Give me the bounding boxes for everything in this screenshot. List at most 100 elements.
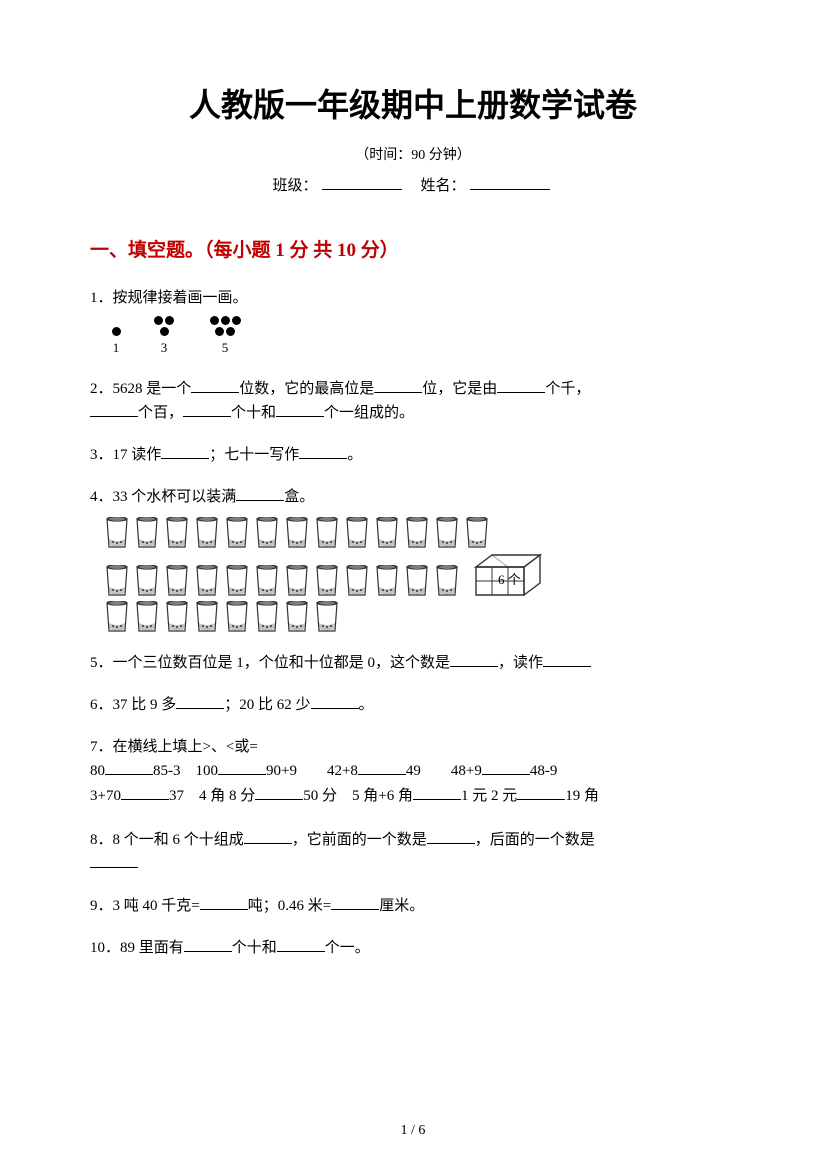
q2-t7: 个一组成的。 xyxy=(324,405,414,421)
q8-blank1[interactable] xyxy=(244,829,292,844)
q7r2-d: 1 元 2 元 xyxy=(461,788,517,804)
dot-group-1: 1 xyxy=(110,327,122,359)
q9-blank2[interactable] xyxy=(331,895,379,910)
cup-icon xyxy=(404,517,430,549)
q2-blank2[interactable] xyxy=(374,378,422,393)
q8-blank3[interactable] xyxy=(90,853,138,868)
cup-icon xyxy=(254,601,280,633)
dot-label-5: 5 xyxy=(206,338,244,359)
cup-icon xyxy=(314,565,340,597)
name-label: 姓名： xyxy=(421,178,466,194)
dot-label-1: 1 xyxy=(110,338,122,359)
q5-blank2[interactable] xyxy=(543,652,591,667)
q10-blank2[interactable] xyxy=(277,937,325,952)
dot-group-3: 3 xyxy=(150,316,178,359)
q4-t1: 33 个水杯可以装满 xyxy=(113,489,237,505)
question-7: 7．在横线上填上>、<或= 8085-3 10090+9 42+849 48+9… xyxy=(90,735,736,810)
q7r1-b2[interactable] xyxy=(218,760,266,775)
name-blank[interactable] xyxy=(470,189,550,190)
cup-icon xyxy=(344,565,370,597)
question-3: 3．17 读作；七十一写作。 xyxy=(90,443,736,467)
q2-blank3[interactable] xyxy=(497,378,545,393)
cups-row-1 xyxy=(104,517,736,549)
q1-num: 1． xyxy=(90,290,113,306)
q7r2-a: 3+70 xyxy=(90,788,121,804)
q2-blank1[interactable] xyxy=(191,378,239,393)
cup-icon xyxy=(434,517,460,549)
q5-blank1[interactable] xyxy=(450,652,498,667)
cup-icon xyxy=(104,565,130,597)
q5-num: 5． xyxy=(90,655,113,671)
q4-blank1[interactable] xyxy=(236,486,284,501)
box-icon: 6 个 xyxy=(474,553,565,597)
q2-t4: 个千， xyxy=(545,381,590,397)
q3-num: 3． xyxy=(90,447,113,463)
q7r1-b3[interactable] xyxy=(358,760,406,775)
section-1-header: 一、填空题。（每小题 1 分 共 10 分） xyxy=(90,235,736,262)
class-label: 班级： xyxy=(272,178,317,194)
q7r2-b3[interactable] xyxy=(413,785,461,800)
cup-icon xyxy=(134,601,160,633)
q1-dots-pattern: 1 3 5 xyxy=(110,316,736,359)
q8-t3: ，后面的一个数是 xyxy=(475,832,595,848)
q2-blank4[interactable] xyxy=(90,402,138,417)
question-6: 6．37 比 9 多；20 比 62 少。 xyxy=(90,693,736,717)
cup-icon xyxy=(254,517,280,549)
cup-icon xyxy=(164,565,190,597)
q2-t1: 5628 是一个 xyxy=(113,381,192,397)
cup-icon xyxy=(464,517,490,549)
q7r1-e: 48-9 xyxy=(530,763,558,779)
cups-row-2: 6 个 xyxy=(104,553,736,597)
question-1: 1．按规律接着画一画。 1 3 5 xyxy=(90,286,736,359)
question-10: 10．89 里面有个十和个一。 xyxy=(90,936,736,960)
cup-icon xyxy=(134,565,160,597)
q6-blank2[interactable] xyxy=(311,694,359,709)
q7r2-b2[interactable] xyxy=(255,785,303,800)
q7r2-b4[interactable] xyxy=(517,785,565,800)
q10-t1: 89 里面有 xyxy=(120,940,184,956)
dot-label-3: 3 xyxy=(150,338,178,359)
q10-t2: 个十和 xyxy=(232,940,277,956)
q7r2-b1[interactable] xyxy=(121,785,169,800)
cup-icon xyxy=(164,601,190,633)
q2-num: 2． xyxy=(90,381,113,397)
q7r1-b4[interactable] xyxy=(482,760,530,775)
q10-blank1[interactable] xyxy=(184,937,232,952)
q6-num: 6． xyxy=(90,697,113,713)
q8-t2: ，它前面的一个数是 xyxy=(292,832,427,848)
q9-blank1[interactable] xyxy=(200,895,248,910)
cup-icon xyxy=(284,517,310,549)
q7r1-c: 90+9 42+8 xyxy=(266,763,358,779)
q6-blank1[interactable] xyxy=(176,694,224,709)
box-label: 6 个 xyxy=(498,570,521,591)
cup-icon xyxy=(224,565,250,597)
cup-icon xyxy=(284,565,310,597)
q7r1-a: 80 xyxy=(90,763,105,779)
q3-blank2[interactable] xyxy=(299,444,347,459)
q5-t2: ，读作 xyxy=(498,655,543,671)
q9-num: 9． xyxy=(90,898,113,914)
dot-group-5: 5 xyxy=(206,316,244,359)
q3-blank1[interactable] xyxy=(161,444,209,459)
class-blank[interactable] xyxy=(322,189,402,190)
cup-icon xyxy=(194,517,220,549)
q7-num: 7． xyxy=(90,739,113,755)
q2-t2: 位数，它的最高位是 xyxy=(239,381,374,397)
q7r2-b: 37 4 角 8 分 xyxy=(169,788,255,804)
q2-blank5[interactable] xyxy=(183,402,231,417)
question-4: 4．33 个水杯可以装满盒。 xyxy=(90,485,736,633)
q8-blank2[interactable] xyxy=(427,829,475,844)
cup-icon xyxy=(284,601,310,633)
q3-t2: ；七十一写作 xyxy=(209,447,299,463)
cup-icon xyxy=(134,517,160,549)
q4-t2: 盒。 xyxy=(284,489,314,505)
student-info-line: 班级： 姓名： xyxy=(90,174,736,195)
q7r1-b: 85-3 100 xyxy=(153,763,218,779)
cup-icon xyxy=(254,565,280,597)
question-8: 8．8 个一和 6 个十组成，它前面的一个数是，后面的一个数是 xyxy=(90,828,736,876)
q8-num: 8． xyxy=(90,832,113,848)
q9-t1: 3 吨 40 千克= xyxy=(113,898,200,914)
q7r1-b1[interactable] xyxy=(105,760,153,775)
q2-blank6[interactable] xyxy=(276,402,324,417)
cup-icon xyxy=(314,517,340,549)
